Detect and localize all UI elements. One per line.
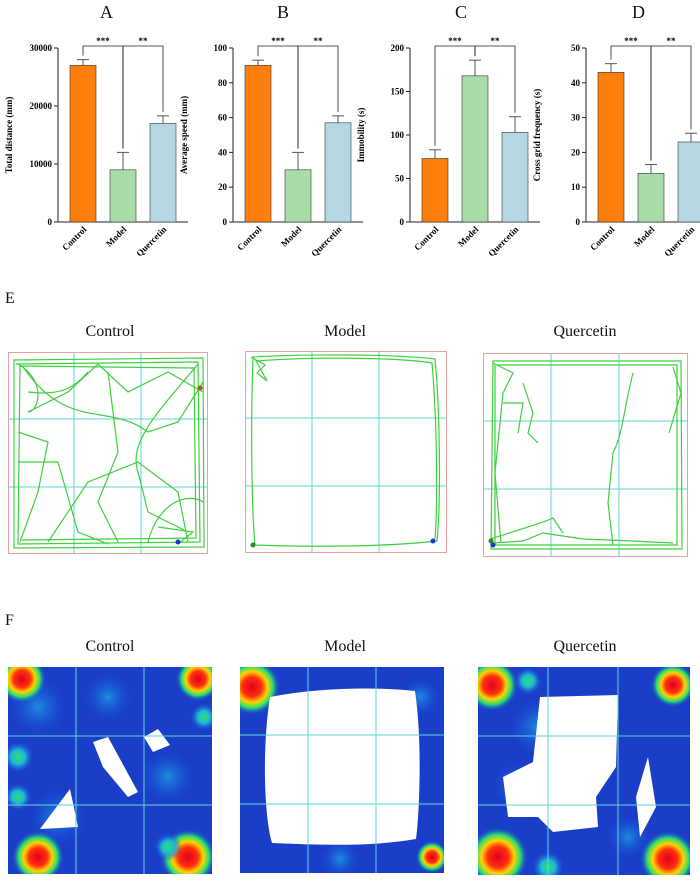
bar-chart-cross-grid: 0 10 20 30 40 50 Cross grid frequency (s) Contr… — [532, 36, 700, 259]
y-tick-label: 150 — [391, 87, 405, 97]
y-tick-label: 20000 — [30, 101, 53, 111]
bar-quercetin — [149, 123, 177, 223]
track-arena-quercetin — [483, 353, 688, 557]
bar-chart-average-speed: 0 20 40 60 80 100 Average speed (mm) Control Mod… — [179, 36, 363, 259]
bar-quercetin — [677, 141, 700, 223]
y-axis-label: Average speed (mm) — [179, 96, 189, 174]
y-tick-label: 200 — [391, 43, 405, 53]
significance-bracket — [297, 45, 339, 149]
y-axis-label: Immobility (s) — [356, 108, 366, 163]
bar-control — [421, 158, 449, 223]
panel-letter-a: A — [100, 2, 113, 22]
y-tick-label: 0 — [400, 217, 405, 227]
bar-model — [284, 169, 312, 223]
bar-control — [244, 65, 272, 223]
x-tick-label: Quercetin — [309, 224, 343, 258]
x-tick-label: Model — [104, 224, 129, 249]
significance-label: *** — [96, 36, 110, 46]
y-tick-label: 20 — [571, 147, 581, 157]
significance-label: *** — [624, 36, 638, 46]
y-tick-label: 100 — [391, 130, 405, 140]
y-tick-label: 50 — [395, 174, 405, 184]
bar-quercetin — [501, 132, 529, 223]
y-tick-label: 0 — [48, 217, 53, 227]
significance-bracket — [122, 45, 164, 149]
x-tick-label: Model — [632, 224, 657, 249]
y-tick-label: 80 — [218, 78, 228, 88]
heatmap-quercetin — [478, 667, 690, 875]
bar-model — [637, 172, 665, 223]
y-tick-label: 0 — [576, 217, 581, 227]
heat-title-control: Control — [85, 638, 135, 655]
bar-chart-total-distance: 0 10000 20000 30000 Total distance (mm) Contr… — [4, 36, 188, 259]
track-arena-control — [8, 352, 208, 554]
x-tick-label: Quercetin — [134, 224, 168, 258]
bar-quercetin — [324, 122, 352, 223]
track-title-quercetin: Quercetin — [553, 323, 617, 340]
y-tick-label: 30 — [571, 113, 581, 123]
y-axis-label: Cross grid frequency (s) — [532, 89, 542, 181]
bar-model — [461, 75, 489, 223]
significance-label: ** — [314, 36, 324, 46]
y-tick-label: 0 — [223, 217, 228, 227]
x-tick-label: Quercetin — [662, 224, 696, 258]
panel-letter-e: E — [5, 290, 15, 307]
x-tick-label: Control — [588, 224, 617, 253]
significance-bracket — [650, 45, 692, 161]
significance-bracket — [474, 45, 516, 113]
track-arena-model — [245, 351, 447, 553]
significance-label: ** — [139, 36, 149, 46]
x-tick-label: Control — [60, 224, 89, 253]
panel-letter-f: F — [5, 612, 14, 629]
y-tick-label: 40 — [218, 147, 228, 157]
track-title-model: Model — [324, 323, 366, 340]
significance-label: *** — [448, 36, 462, 46]
x-tick-label: Model — [279, 224, 304, 249]
y-tick-label: 30000 — [30, 43, 53, 53]
heat-title-quercetin: Quercetin — [553, 638, 617, 655]
significance-label: ** — [667, 36, 677, 46]
significance-label: ** — [491, 36, 501, 46]
bar-model — [109, 169, 137, 223]
x-tick-label: Control — [412, 224, 441, 253]
heatmap-model — [240, 667, 444, 873]
x-tick-label: Control — [235, 224, 264, 253]
y-tick-label: 50 — [571, 43, 581, 53]
track-title-control: Control — [85, 323, 135, 340]
heat-title-model: Model — [324, 638, 366, 655]
bar-control — [69, 65, 97, 223]
x-tick-label: Model — [456, 224, 481, 249]
y-tick-label: 10 — [571, 182, 581, 192]
significance-label: *** — [271, 36, 285, 46]
y-tick-label: 60 — [218, 113, 228, 123]
x-tick-label: Quercetin — [486, 224, 520, 258]
panel-letter-d: D — [632, 2, 645, 22]
heatmap-control — [8, 667, 212, 874]
panel-letter-b: B — [277, 2, 290, 22]
y-tick-label: 100 — [214, 43, 228, 53]
y-tick-label: 10000 — [30, 159, 53, 169]
y-tick-label: 20 — [218, 182, 228, 192]
bar-chart-immobility: 0 50 100 150 200 Immobility (s) Control Model Qu… — [356, 36, 540, 259]
panel-letter-c: C — [455, 2, 468, 22]
y-axis-label: Total distance (mm) — [4, 97, 14, 174]
bar-control — [597, 72, 625, 223]
y-tick-label: 40 — [571, 78, 581, 88]
